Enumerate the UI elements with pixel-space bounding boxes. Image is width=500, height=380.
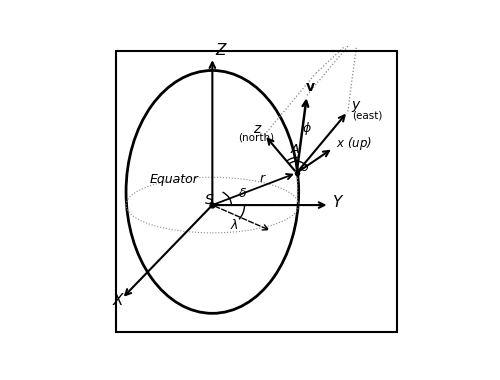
Ellipse shape bbox=[126, 70, 298, 313]
Text: $o$: $o$ bbox=[300, 161, 309, 174]
Text: $z$: $z$ bbox=[252, 122, 262, 136]
Text: $\mathbf{v}$: $\mathbf{v}$ bbox=[304, 80, 316, 94]
Text: $x$ (up): $x$ (up) bbox=[336, 135, 372, 152]
Text: $X$: $X$ bbox=[112, 292, 126, 308]
Text: (east): (east) bbox=[352, 111, 382, 121]
Text: $Z$: $Z$ bbox=[214, 42, 228, 58]
Text: $\lambda$: $\lambda$ bbox=[230, 218, 238, 232]
Text: $A$: $A$ bbox=[290, 143, 300, 156]
Text: Equator: Equator bbox=[150, 173, 198, 186]
Text: $S$: $S$ bbox=[204, 193, 214, 207]
Text: (north): (north) bbox=[238, 133, 274, 143]
Text: $\delta$: $\delta$ bbox=[238, 187, 247, 200]
Text: $y$: $y$ bbox=[351, 99, 362, 114]
Text: $Y$: $Y$ bbox=[332, 195, 344, 211]
Text: $r$: $r$ bbox=[259, 172, 266, 185]
Text: $\phi$: $\phi$ bbox=[302, 120, 312, 137]
